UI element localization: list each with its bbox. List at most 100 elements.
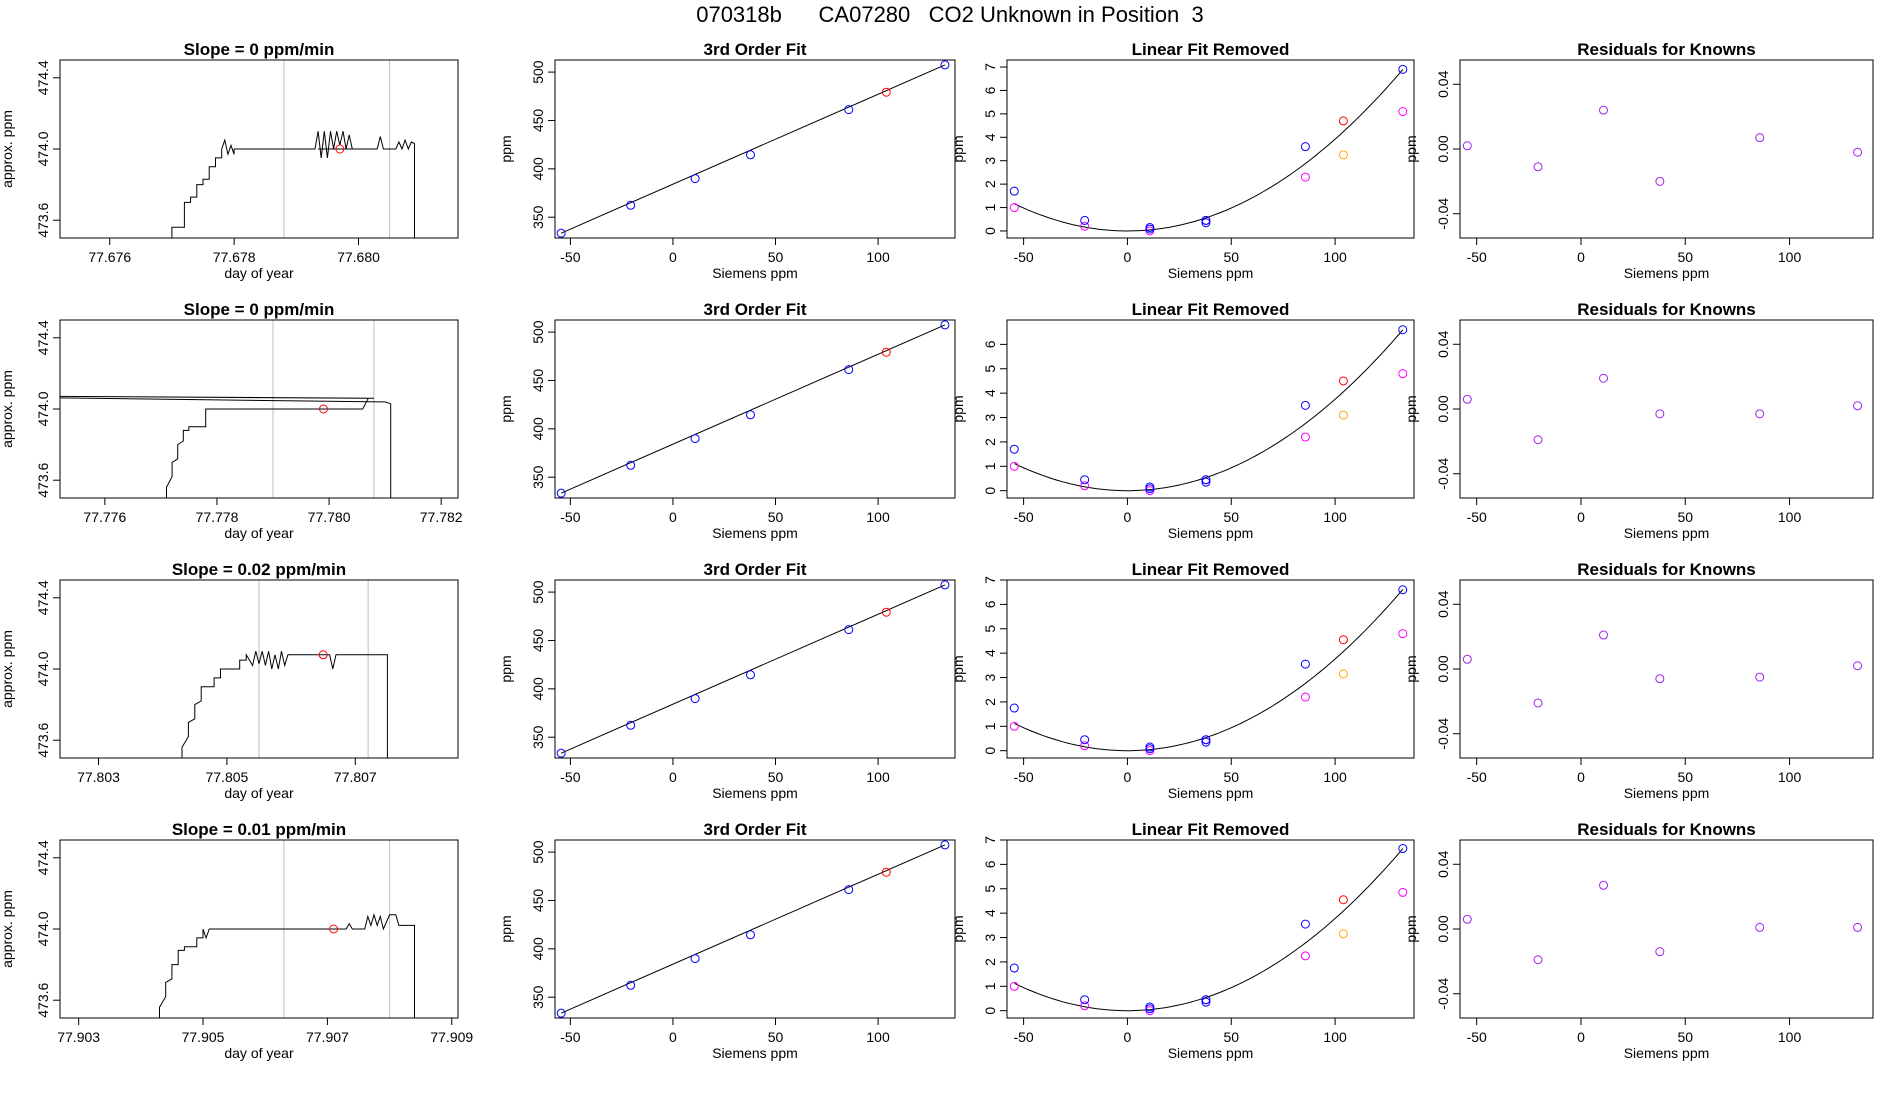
y-tick-label: 0.00 [1435, 395, 1451, 422]
panel-title: Slope = 0.01 ppm/min [172, 820, 346, 839]
panel-residuals-row4: Residuals for Knowns -50 0 50 100 -0.04 0.00 0.… [1403, 820, 1874, 1061]
x-tick-label: 50 [768, 1029, 784, 1045]
known-point [1398, 64, 1408, 74]
fit-curve [1014, 69, 1404, 232]
known-point [690, 174, 700, 184]
y-tick-label: 6 [982, 86, 998, 94]
known-point [690, 954, 700, 964]
plot-area [60, 580, 458, 758]
raw-point [1009, 721, 1019, 731]
plot-area [60, 840, 458, 1018]
x-tick-label: -50 [1013, 249, 1033, 265]
residual-point [1853, 661, 1863, 671]
y-tick-label: 474.0 [35, 131, 51, 166]
y-tick-label: 1 [982, 722, 998, 730]
x-tick-label: 77.680 [337, 249, 380, 265]
y-tick-label: 4 [982, 909, 998, 917]
known-point [940, 320, 950, 330]
residual-point [1755, 133, 1765, 143]
x-tick-label: -50 [560, 509, 580, 525]
unknown-point [1338, 116, 1348, 126]
x-tick-label: -50 [1467, 769, 1487, 785]
known-point [1009, 703, 1019, 713]
raw-point [1080, 741, 1090, 751]
y-tick-label: 0.00 [1435, 135, 1451, 162]
plot-area [556, 580, 950, 758]
y-tick-label: 450 [530, 629, 546, 653]
plot-area [1462, 630, 1863, 708]
panel-title: Slope = 0 ppm/min [184, 40, 335, 59]
x-tick-label: 77.903 [57, 1029, 100, 1045]
residual-point [1599, 105, 1609, 115]
y-axis-label: approx. ppm [0, 370, 15, 448]
known-point [1300, 142, 1310, 152]
residual-point [1599, 630, 1609, 640]
y-tick-label: 350 [530, 985, 546, 1009]
plot-frame [59, 59, 459, 239]
x-tick-label: 0 [1577, 249, 1585, 265]
y-tick-label: 500 [530, 840, 546, 864]
known-point [745, 410, 755, 420]
x-tick-label: 77.807 [334, 769, 377, 785]
x-tick-label: 0 [1124, 249, 1132, 265]
panel-fit-row3: 3rd Order Fit -50 0 50 100 350 400 450 500 Siemen… [498, 560, 956, 801]
known-point [690, 434, 700, 444]
known-point [1300, 659, 1310, 669]
y-tick-label: 1 [982, 982, 998, 990]
y-axis-label: ppm [1403, 395, 1419, 422]
x-tick-label: 0 [1577, 1029, 1585, 1045]
y-tick-label: 6 [982, 600, 998, 608]
y-tick-label: 474.4 [35, 840, 51, 875]
known-point [1009, 444, 1019, 454]
x-tick-label: -50 [1467, 1029, 1487, 1045]
residual-point [1462, 141, 1472, 151]
plot-area [1009, 325, 1408, 496]
mean-point [329, 924, 339, 934]
residual-point [1533, 955, 1543, 965]
y-axis-label: approx. ppm [0, 890, 15, 968]
x-axis-label: day of year [224, 1045, 294, 1061]
fit-line [560, 584, 946, 754]
raw-point [1300, 432, 1310, 442]
unknown-point [1338, 895, 1348, 905]
panel-linear_removed-row2: Linear Fit Removed -50 0 50 100 0 1 2 3 4 5 6 Siemen… [950, 300, 1415, 541]
panel-timeseries-row2: Slope = 0 ppm/min 77.776 77.778 77.780 77.78… [0, 300, 463, 541]
panel-residuals-row1: Residuals for Knowns -50 0 50 100 -0.04 0.00 0.… [1403, 40, 1874, 281]
y-tick-label: 350 [530, 205, 546, 229]
x-axis-label: Siemens ppm [1624, 525, 1710, 541]
residual-point [1853, 147, 1863, 157]
plot-area [556, 840, 950, 1018]
known-point [690, 694, 700, 704]
y-tick-label: 3 [982, 673, 998, 681]
plot-frame [1459, 579, 1874, 759]
y-tick-label: 500 [530, 580, 546, 604]
x-tick-label: 77.907 [306, 1029, 349, 1045]
y-tick-label: 400 [530, 937, 546, 961]
x-tick-label: 77.678 [213, 249, 256, 265]
x-tick-label: 0 [1124, 509, 1132, 525]
x-axis-label: Siemens ppm [712, 525, 798, 541]
panel-title: Linear Fit Removed [1132, 40, 1290, 59]
unknown-point [881, 867, 891, 877]
panel-fit-row2: 3rd Order Fit -50 0 50 100 350 400 450 500 Siemen… [498, 300, 956, 541]
y-tick-label: 0.00 [1435, 655, 1451, 682]
x-axis-label: Siemens ppm [1624, 1045, 1710, 1061]
series-trace [60, 651, 458, 758]
panel-title: Residuals for Knowns [1577, 300, 1756, 319]
x-tick-label: 77.803 [77, 769, 120, 785]
raw-unknown-point [1338, 150, 1348, 160]
known-point [1145, 484, 1155, 494]
panel-timeseries-row1: Slope = 0 ppm/min 77.676 77.678 77.680 473.6… [0, 40, 459, 281]
residual-point [1853, 401, 1863, 411]
x-tick-label: 77.776 [83, 509, 126, 525]
x-tick-label: -50 [1467, 509, 1487, 525]
unknown-point [881, 347, 891, 357]
y-tick-label: 474.4 [35, 60, 51, 95]
raw-point [1398, 629, 1408, 639]
panel-residuals-row3: Residuals for Knowns -50 0 50 100 -0.04 0.00 0.… [1403, 560, 1874, 801]
y-tick-label: 450 [530, 369, 546, 393]
residual-point [1533, 698, 1543, 708]
x-tick-label: 100 [1323, 1029, 1347, 1045]
x-tick-label: 0 [1577, 509, 1585, 525]
plot-frame [1459, 839, 1874, 1019]
